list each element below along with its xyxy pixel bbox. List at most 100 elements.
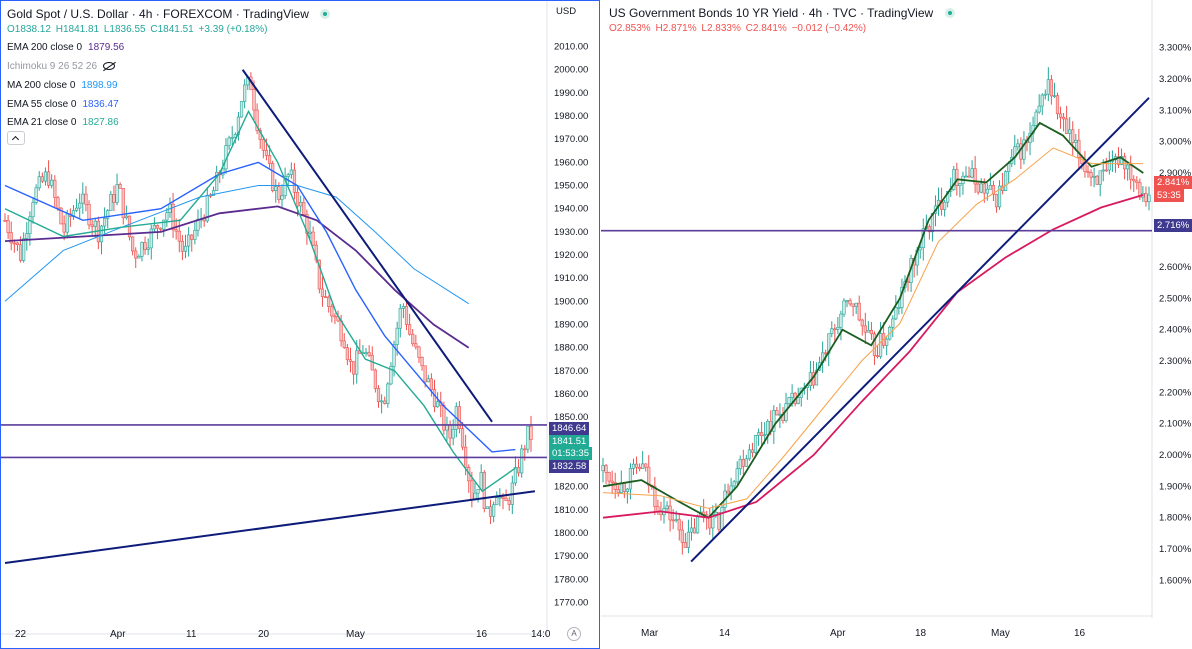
candle-body <box>159 227 163 230</box>
candle-body <box>689 527 694 533</box>
candle-body <box>857 302 861 321</box>
candle-body <box>118 184 122 189</box>
candle-body <box>479 472 483 490</box>
candle-body <box>516 467 521 474</box>
candle-body <box>897 307 901 309</box>
gold-chart-pane[interactable]: 2010.00 2000.00 1990.00 1980.00 1970.00 1960.… <box>0 0 600 649</box>
moving-average-line <box>4 185 469 305</box>
candle-body <box>1046 79 1050 95</box>
legend-ma200[interactable]: MA 200 close 0 1898.99 <box>7 80 118 91</box>
bond-yield-chart-canvas[interactable]: 3.300% 3.200% 3.100% 3.000% 2.900% 2.600% 2.50… <box>601 0 1192 649</box>
y-tick-label: 2.200% <box>1159 387 1192 398</box>
gold-time-label: 14:0 <box>531 629 551 640</box>
candle-body <box>289 169 293 175</box>
y-tick-label: 1820.00 <box>554 482 588 493</box>
y-tick-label: 2.400% <box>1159 325 1192 336</box>
legend-ichimoku[interactable]: Ichimoku 9 26 52 26 <box>7 61 116 72</box>
candle-body <box>601 465 605 471</box>
autoscale-button[interactable]: A <box>567 627 581 641</box>
candle-body <box>243 84 247 102</box>
candle-body <box>842 300 846 315</box>
candle-body <box>750 449 755 453</box>
candle-body <box>647 466 651 486</box>
candle-body <box>1092 175 1096 178</box>
candle-body <box>383 400 387 404</box>
candle-body <box>507 500 511 505</box>
y-tick-label: 1900.00 <box>554 296 588 307</box>
candle-body <box>348 359 353 362</box>
candle-body <box>885 338 889 346</box>
y-tick-label: 1970.00 <box>554 134 588 145</box>
legend-ema55-value: 1836.47 <box>82 99 119 110</box>
gold-chart-canvas[interactable]: 2010.00 2000.00 1990.00 1980.00 1970.00 1960.… <box>1 1 599 648</box>
candle-body <box>964 175 968 178</box>
candle-body <box>264 150 269 156</box>
legend-ema200[interactable]: EMA 200 close 0 1879.56 <box>7 42 124 53</box>
bond-yield-chart-pane[interactable]: 3.300% 3.200% 3.100% 3.000% 2.900% 2.600% 2.50… <box>601 0 1192 649</box>
candle-body <box>1077 139 1081 158</box>
candle-body <box>686 531 691 548</box>
y-tick-label: 1780.00 <box>554 574 588 585</box>
gold-ohlc: O1838.12 H1841.81 L1836.55 C1841.51 +3.3… <box>7 24 269 35</box>
y-tick-label: 2.100% <box>1159 419 1192 430</box>
collapse-legend-button[interactable] <box>7 131 25 145</box>
legend-ma200-label: MA 200 close 0 <box>7 80 76 91</box>
candle-body <box>9 232 13 244</box>
candle-body <box>735 468 739 483</box>
bond-level-tag: 2.716% <box>1154 219 1192 232</box>
y-tick-label: 1890.00 <box>554 320 588 331</box>
candle-body <box>429 378 434 391</box>
candle-body <box>327 296 331 307</box>
legend-ema21-value: 1827.86 <box>82 117 119 128</box>
candle-body <box>43 171 48 182</box>
candle-body <box>81 193 85 204</box>
legend-ema55[interactable]: EMA 55 close 0 1836.47 <box>7 99 119 110</box>
gold-title-text: Gold Spot / U.S. Dollar · 4h · FOREXCOM … <box>7 7 309 21</box>
candle-body <box>1034 111 1038 126</box>
candle-body <box>121 188 125 219</box>
candle-body <box>1022 139 1026 160</box>
candle-body <box>1052 95 1057 97</box>
candle-body <box>665 505 669 509</box>
candle-body <box>317 259 321 290</box>
candle-body <box>616 489 620 494</box>
candle-body <box>927 226 931 233</box>
candle-body <box>695 515 700 534</box>
candle-body <box>274 186 278 191</box>
y-tick-label: 1.600% <box>1159 575 1192 586</box>
candle-body <box>392 344 396 367</box>
candle-body <box>692 527 697 534</box>
candle-body <box>134 250 138 259</box>
candle-body <box>12 242 16 245</box>
candle-body <box>1098 170 1102 185</box>
y-tick-label: 3.300% <box>1159 43 1192 54</box>
candle-body <box>299 202 303 207</box>
candle-body <box>124 215 128 219</box>
candle-body <box>906 281 910 283</box>
candle-body <box>93 220 97 227</box>
candle-body <box>283 176 287 197</box>
bond-time-label: 16 <box>1074 628 1086 639</box>
candle-body <box>436 401 440 408</box>
candle-body <box>833 328 837 331</box>
candle-body <box>814 369 819 386</box>
candle-body <box>677 519 681 531</box>
legend-ema21[interactable]: EMA 21 close 0 1827.86 <box>7 117 119 128</box>
candle-body <box>976 183 980 193</box>
moving-average-line <box>602 147 1144 509</box>
y-tick-label: 1980.00 <box>554 111 588 122</box>
y-tick-label: 3.200% <box>1159 74 1192 85</box>
candle-body <box>638 466 642 469</box>
candle-body <box>292 169 297 193</box>
y-tick-label: 3.100% <box>1159 105 1192 116</box>
candle-body <box>227 137 231 146</box>
candle-body <box>426 378 430 383</box>
candle-body <box>302 202 306 215</box>
candle-body <box>22 238 26 261</box>
candle-body <box>423 365 427 383</box>
hidden-eye-icon[interactable] <box>103 62 116 70</box>
candle-body <box>988 185 992 190</box>
candle-body <box>460 428 465 448</box>
candle-body <box>351 361 356 375</box>
candle-body <box>644 463 648 468</box>
